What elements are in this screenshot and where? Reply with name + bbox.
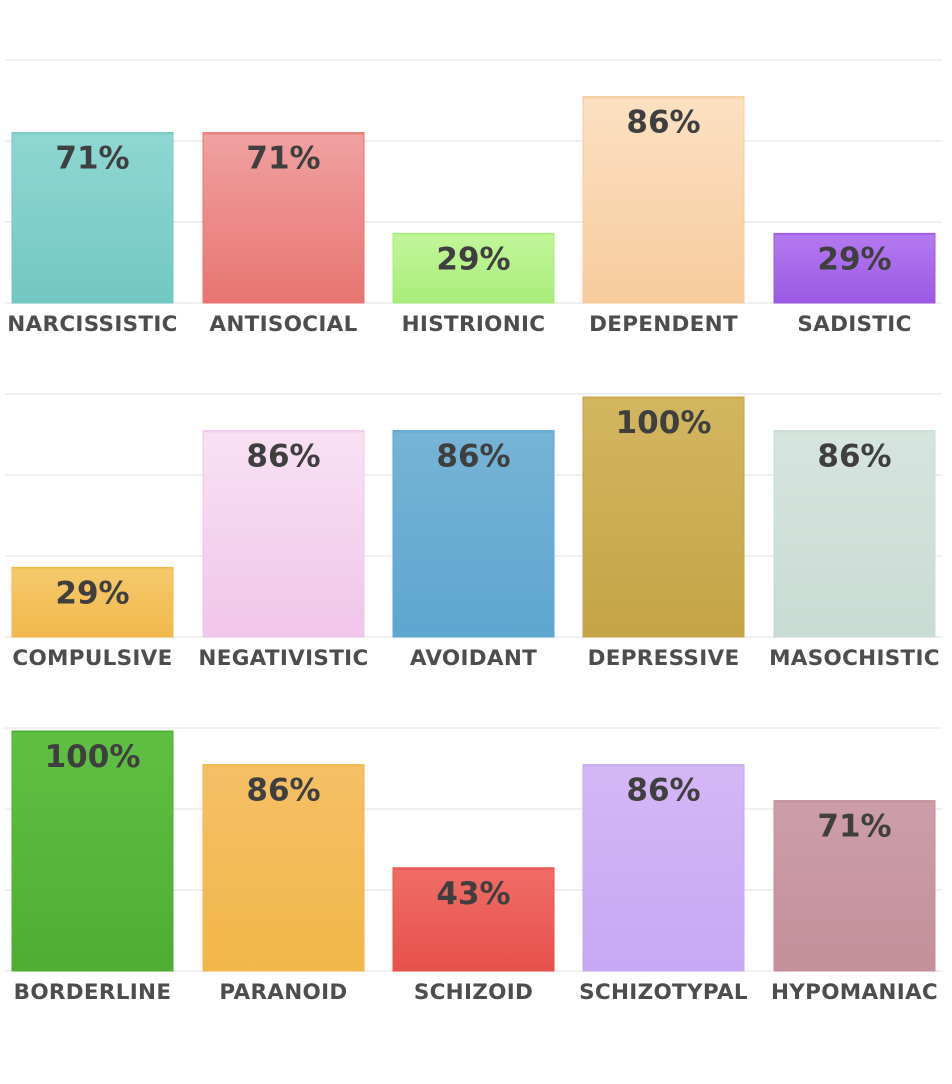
category-label-compulsive: COMPULSIVE (12, 646, 172, 671)
bar-chart-3: 100% BORDERLINE 86% PARANOID 43% SCHIZOID 86% S… (5, 727, 942, 1005)
value-label-masochistic: 86% (817, 439, 891, 475)
value-label-histrionic: 29% (436, 241, 510, 277)
category-label-antisocial: ANTISOCIAL (209, 312, 357, 337)
bar-compulsive (11, 566, 174, 638)
category-label-sadistic: SADISTIC (797, 312, 911, 337)
chart-panel-2: 29% COMPULSIVE 86% NEGATIVISTIC 86% AVOIDANT 1… (0, 334, 952, 684)
bar-sadistic (773, 232, 936, 304)
bar-chart-2: 29% COMPULSIVE 86% NEGATIVISTIC 86% AVOIDANT 1… (5, 393, 942, 671)
value-label-sadistic: 29% (817, 241, 891, 277)
bar-paranoid (202, 764, 365, 972)
category-label-dependent: DEPENDENT (589, 312, 738, 337)
bar-schizotypal (582, 764, 745, 972)
category-label-narcissistic: NARCISSISTIC (7, 312, 178, 337)
bar-negativistic (202, 430, 365, 638)
category-label-negativistic: NEGATIVISTIC (198, 646, 368, 671)
chart-panel-1: 71% NARCISSISTIC 71% ANTISOCIAL 29% HISTRIONI… (0, 0, 952, 350)
value-label-depressive: 100% (616, 405, 712, 441)
bar-borderline (11, 730, 174, 972)
bar-masochistic (773, 430, 936, 638)
value-label-paranoid: 86% (246, 773, 320, 809)
value-label-schizotypal: 86% (626, 773, 700, 809)
category-label-avoidant: AVOIDANT (410, 646, 537, 671)
category-label-hypomaniac: HYPOMANIAC (771, 980, 938, 1005)
category-label-paranoid: PARANOID (219, 980, 347, 1005)
value-label-borderline: 100% (45, 739, 141, 775)
category-label-borderline: BORDERLINE (14, 980, 172, 1005)
category-label-masochistic: MASOCHISTIC (769, 646, 940, 671)
bar-hypomaniac (773, 800, 936, 972)
value-label-hypomaniac: 71% (817, 809, 891, 845)
value-label-avoidant: 86% (436, 439, 510, 475)
category-label-depressive: DEPRESSIVE (588, 646, 740, 671)
category-label-schizoid: SCHIZOID (414, 980, 533, 1005)
value-label-negativistic: 86% (246, 439, 320, 475)
bar-chart-1: 71% NARCISSISTIC 71% ANTISOCIAL 29% HISTRIONI… (5, 59, 942, 337)
category-label-schizotypal: SCHIZOTYPAL (579, 980, 748, 1005)
value-label-antisocial: 71% (246, 141, 320, 177)
bar-antisocial (202, 132, 365, 304)
bar-dependent (582, 96, 745, 304)
bar-narcissistic (11, 132, 174, 304)
value-label-narcissistic: 71% (55, 141, 129, 177)
value-label-dependent: 86% (626, 105, 700, 141)
value-label-compulsive: 29% (55, 575, 129, 611)
category-label-histrionic: HISTRIONIC (402, 312, 546, 337)
value-label-schizoid: 43% (436, 876, 510, 912)
bar-depressive (582, 396, 745, 638)
bar-schizoid (392, 867, 555, 972)
chart-panel-3: 100% BORDERLINE 86% PARANOID 43% SCHIZOID 86% S… (0, 668, 952, 1018)
